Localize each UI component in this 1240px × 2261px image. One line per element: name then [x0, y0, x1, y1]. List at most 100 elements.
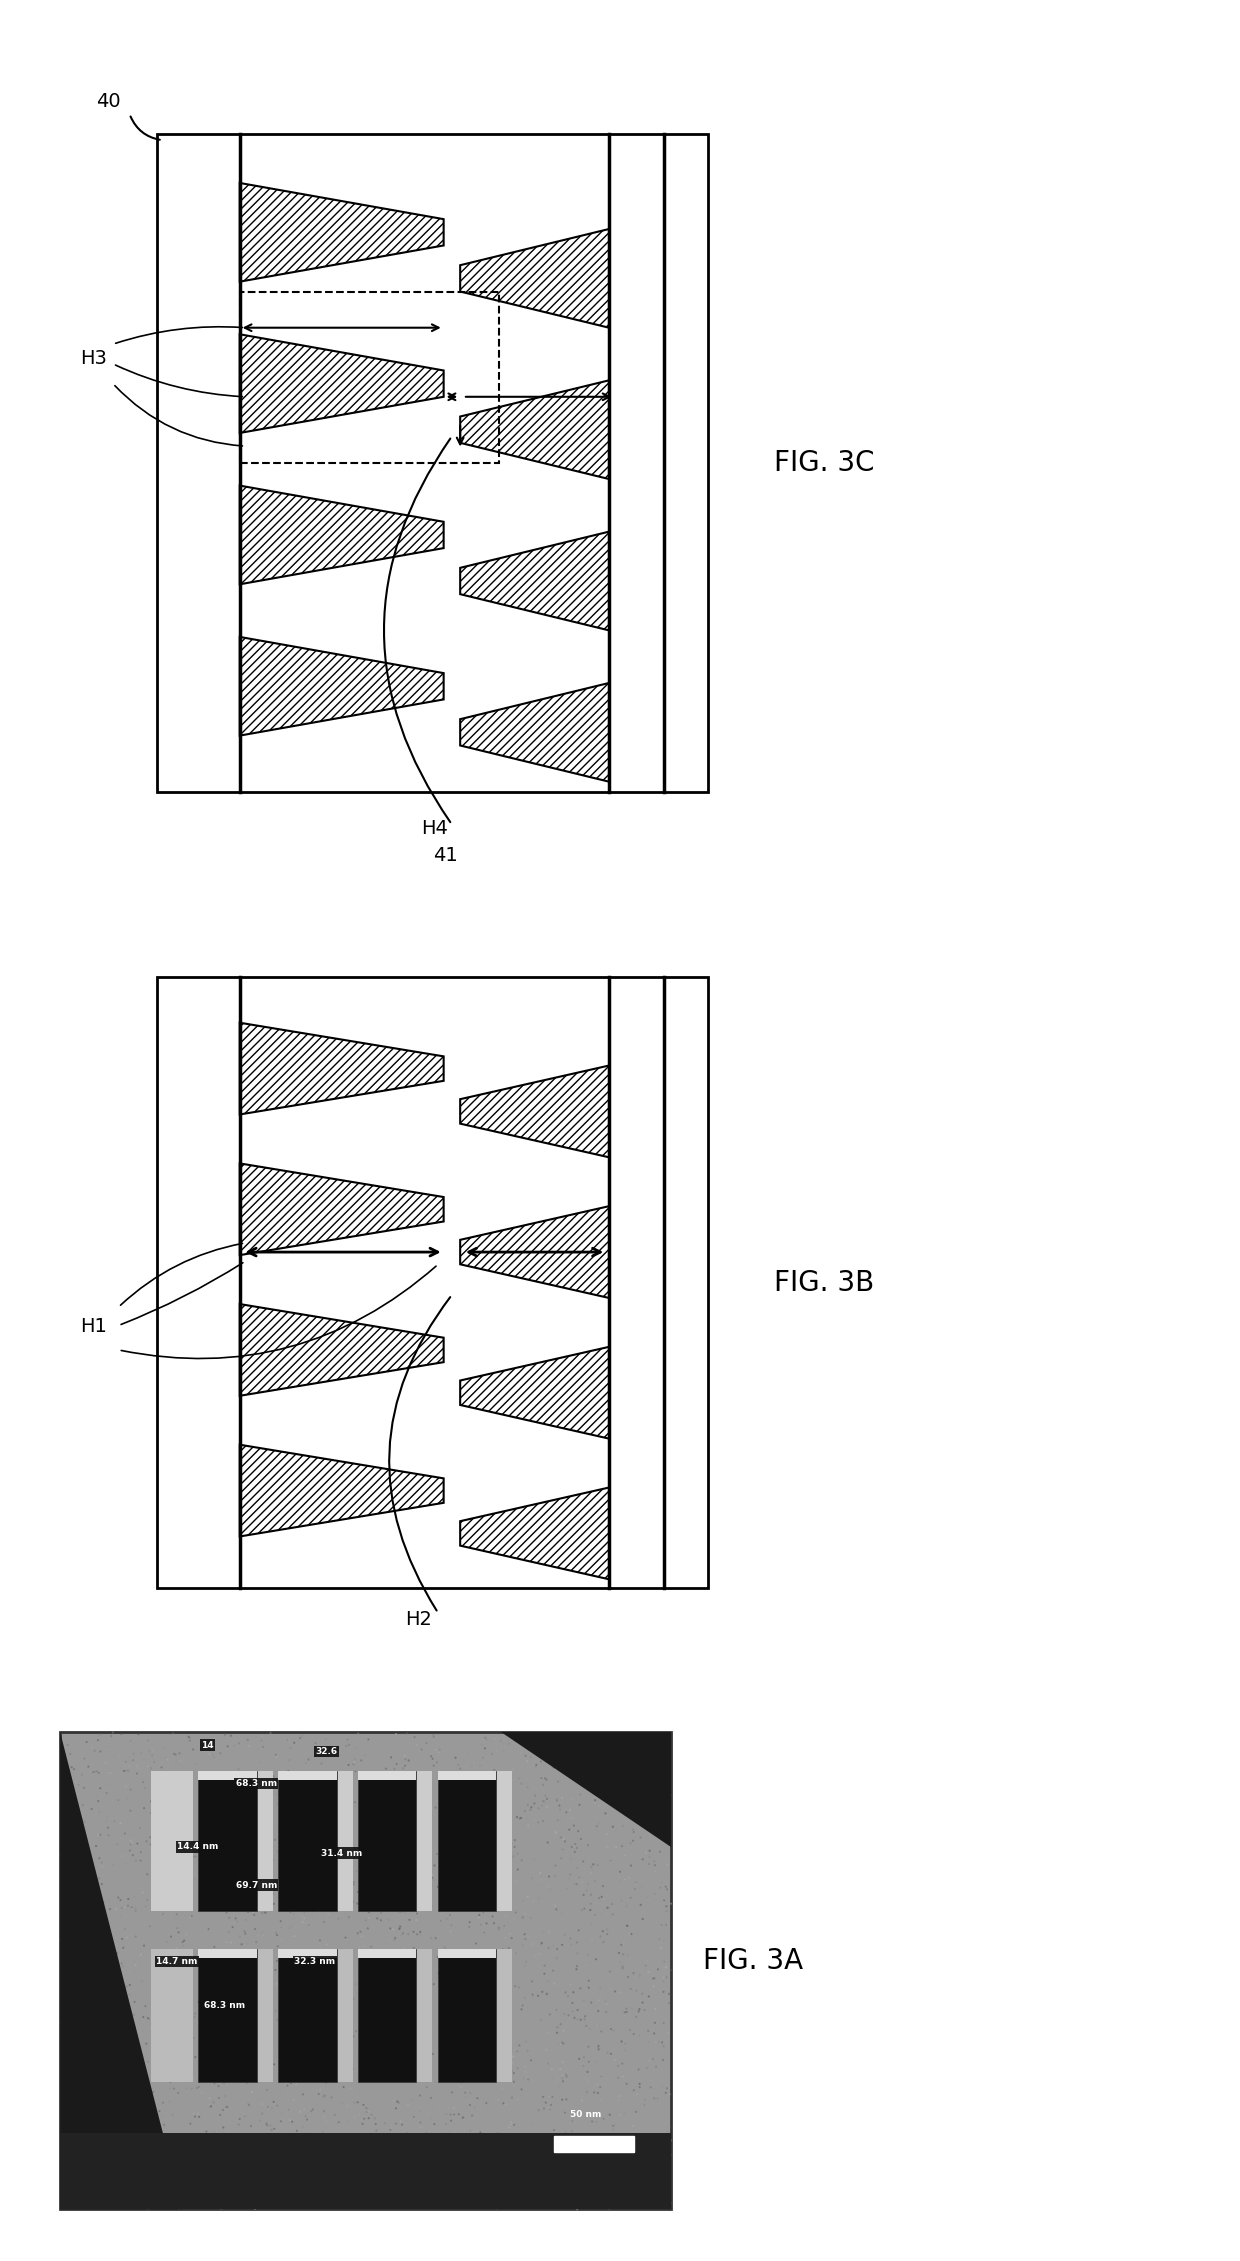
Point	[425, 1920, 445, 1956]
Point	[570, 2166, 590, 2202]
Point	[487, 2048, 507, 2085]
Point	[275, 2053, 295, 2089]
Point	[552, 2082, 572, 2119]
Point	[343, 1825, 363, 1861]
Point	[343, 2073, 363, 2110]
Point	[487, 2191, 507, 2227]
Point	[191, 1856, 211, 1892]
Point	[497, 2150, 517, 2186]
FancyArrowPatch shape	[115, 387, 243, 445]
Point	[618, 1908, 637, 1944]
Point	[108, 1972, 128, 2008]
Point	[518, 1926, 538, 1963]
Point	[211, 2191, 231, 2227]
Point	[489, 1911, 508, 1947]
Point	[538, 1963, 558, 1999]
Point	[502, 1861, 522, 1897]
Point	[506, 1863, 526, 1899]
Point	[601, 2010, 621, 2046]
Point	[560, 1791, 580, 1827]
Point	[392, 1895, 412, 1931]
Point	[263, 2033, 283, 2069]
Point	[217, 2039, 237, 2076]
Point	[646, 2024, 666, 2060]
Point	[193, 1940, 213, 1976]
Point	[432, 2006, 451, 2042]
Point	[305, 1868, 325, 1904]
Point	[582, 1922, 601, 1958]
Point	[303, 2137, 322, 2173]
Point	[604, 2112, 624, 2148]
Point	[281, 2064, 301, 2100]
Point	[455, 1992, 475, 2028]
Point	[531, 1985, 551, 2021]
Point	[599, 1829, 619, 1865]
Point	[91, 1770, 110, 1807]
Point	[79, 2087, 99, 2123]
Point	[635, 2087, 655, 2123]
Point	[605, 2143, 625, 2180]
Point	[391, 2103, 410, 2139]
Point	[582, 2103, 601, 2139]
Point	[434, 2148, 454, 2184]
Point	[486, 1797, 506, 1834]
Point	[574, 2039, 594, 2076]
Polygon shape	[198, 1949, 257, 2082]
Point	[362, 2137, 382, 2173]
Point	[353, 1761, 373, 1797]
Point	[78, 1987, 98, 2024]
Point	[639, 2012, 658, 2048]
Point	[507, 1836, 527, 1872]
Point	[637, 1879, 657, 1915]
Point	[231, 2035, 250, 2071]
Point	[120, 1723, 140, 1759]
Point	[67, 1899, 87, 1935]
Point	[432, 1845, 451, 1881]
Point	[448, 1999, 467, 2035]
Point	[253, 1786, 273, 1822]
Point	[603, 1809, 622, 1845]
Point	[404, 1913, 424, 1949]
Point	[649, 1951, 668, 1987]
Point	[532, 1974, 552, 2010]
Point	[237, 2064, 257, 2100]
Point	[340, 1795, 360, 1831]
Point	[412, 1863, 432, 1899]
Point	[94, 2087, 114, 2123]
Point	[301, 2139, 321, 2175]
Point	[57, 2098, 77, 2134]
Point	[151, 2035, 171, 2071]
Point	[155, 1935, 175, 1972]
Point	[445, 2123, 465, 2159]
Point	[495, 1870, 515, 1906]
Point	[153, 2189, 172, 2225]
Point	[653, 1960, 673, 1996]
Point	[495, 1877, 515, 1913]
Point	[574, 2150, 594, 2186]
Point	[445, 1877, 465, 1913]
Point	[71, 1924, 91, 1960]
Point	[433, 2028, 453, 2064]
Point	[294, 2177, 314, 2214]
Point	[144, 1831, 164, 1868]
Point	[253, 1915, 273, 1951]
Point	[67, 2114, 87, 2150]
Point	[429, 1773, 449, 1809]
Point	[133, 1963, 153, 1999]
Point	[366, 2105, 386, 2141]
Bar	[475, 1770, 512, 1911]
Point	[185, 2098, 205, 2134]
Point	[273, 1872, 293, 1908]
Point	[355, 1883, 374, 1920]
Point	[445, 1807, 465, 1843]
Point	[501, 1969, 521, 2006]
Point	[351, 2159, 371, 2195]
Point	[502, 1904, 522, 1940]
Point	[522, 1976, 542, 2012]
Point	[423, 2164, 443, 2200]
Point	[64, 1818, 84, 1854]
Point	[624, 1748, 644, 1784]
Point	[233, 1994, 253, 2030]
Point	[554, 1917, 574, 1954]
Point	[536, 1759, 556, 1795]
